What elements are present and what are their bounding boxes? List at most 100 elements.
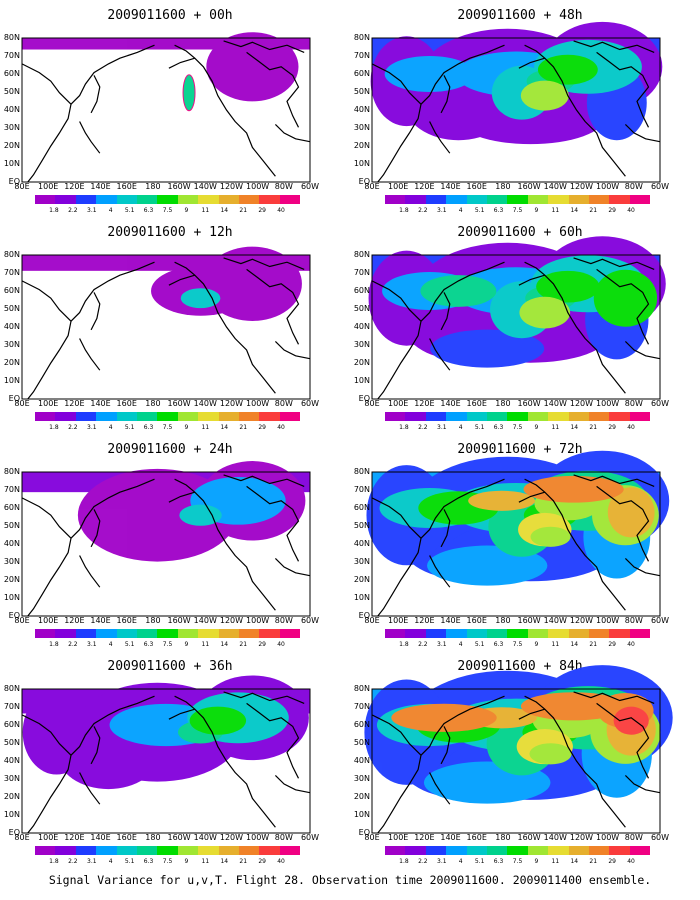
colorbar-swatch (527, 412, 549, 421)
panel-title: 2009011600 + 24h (107, 442, 233, 457)
colorbar-label: 14 (220, 424, 229, 431)
y-tick-label: 30N (3, 340, 20, 349)
colorbar-swatch (35, 629, 56, 638)
x-tick-label: 80E (14, 399, 30, 408)
colorbar-swatch (238, 412, 260, 421)
colorbar-label: 21 (589, 858, 598, 865)
variance-contour (523, 475, 624, 503)
colorbar-label: 7.5 (162, 641, 173, 648)
x-tick-label: 100W (246, 616, 270, 625)
colorbar-swatch (527, 629, 549, 638)
y-tick-label: 70N (353, 485, 370, 494)
x-tick-label: 100E (38, 182, 59, 191)
colorbar-label: 40 (277, 424, 285, 431)
variance-contour (391, 703, 497, 732)
figure-caption: Signal Variance for u,v,T. Flight 28. Ob… (48, 873, 652, 887)
coastline (524, 478, 626, 611)
variance-contour (537, 54, 598, 85)
forecast-panel: 2009011600 + 48h 80N 70N 60N 50N 40N 30N 20N 10N… (350, 0, 690, 215)
y-tick-label: EQ (358, 611, 370, 620)
x-tick-label: 160E (116, 616, 137, 625)
x-tick-label: 60W (650, 399, 670, 408)
colorbar-label: 1.8 (49, 641, 59, 648)
coastline (223, 691, 305, 704)
x-tick-label: 160E (116, 399, 137, 408)
y-tick-label: 50N (3, 87, 20, 96)
colorbar-swatch (198, 412, 219, 421)
y-tick-label: 50N (353, 87, 370, 96)
colorbar-label: 9 (184, 641, 189, 648)
panel-title: 2009011600 + 00h (107, 8, 233, 23)
coastline (90, 292, 101, 331)
colorbar-label: 21 (589, 424, 598, 431)
colorbar (385, 846, 651, 855)
colorbar-label: 21 (589, 641, 598, 648)
coastline (420, 695, 505, 756)
variance-contour (468, 490, 536, 511)
colorbar-label: 11 (551, 207, 560, 214)
coastline (21, 714, 72, 834)
coastline (90, 509, 101, 548)
x-tick-label: 160W (167, 182, 191, 191)
x-tick-label: 80W (624, 399, 643, 408)
colorbar-label: 29 (608, 207, 616, 214)
y-tick-label: 60N (353, 286, 370, 295)
y-tick-label: 10N (3, 593, 20, 602)
coastline (371, 280, 422, 400)
colorbar-label: 14 (220, 858, 229, 865)
colorbar-swatch (116, 846, 137, 855)
colorbar-label: 21 (589, 207, 598, 214)
colorbar-label: 2.2 (418, 424, 428, 431)
colorbar-swatch (157, 195, 178, 204)
variance-map (21, 246, 311, 400)
colorbar-swatch (116, 412, 137, 421)
y-tick-label: 20N (3, 792, 20, 801)
y-tick-label: 70N (3, 51, 20, 60)
colorbar-label: 7.5 (162, 858, 173, 865)
coastline (174, 478, 276, 611)
coastline (223, 474, 305, 487)
x-tick-label: 160E (466, 616, 487, 625)
colorbar-swatch (136, 846, 158, 855)
colorbar-label: 1.8 (399, 207, 409, 214)
coastline (21, 280, 72, 400)
coastline (168, 57, 195, 69)
colorbar-swatch (486, 629, 508, 638)
colorbar-label: 40 (627, 424, 635, 431)
colorbar-label: 11 (551, 641, 560, 648)
variance-contour (206, 32, 299, 102)
coastline (573, 474, 655, 487)
colorbar-swatch (259, 195, 280, 204)
colorbar-label: 3.1 (87, 207, 97, 214)
x-tick-label: 120W (219, 833, 244, 842)
colorbar-swatch (198, 629, 219, 638)
coastline (168, 491, 195, 503)
colorbar-swatch (405, 412, 426, 421)
coastline (79, 338, 101, 371)
colorbar-swatch (568, 629, 589, 638)
variance-contour (202, 246, 302, 321)
coastline (174, 44, 276, 177)
panel-title: 2009011600 + 36h (107, 659, 233, 674)
y-tick-label: 20N (353, 792, 370, 801)
x-tick-label: 100W (596, 616, 620, 625)
y-tick-label: 70N (3, 485, 20, 494)
coastline (573, 257, 655, 270)
colorbar-swatch (218, 195, 239, 204)
colorbar-label: 5.1 (474, 858, 485, 865)
colorbar-swatch (405, 629, 426, 638)
colorbar-labels: 1.8 2.2 3.1 4 5.1 6.3 7.5 9 11 14 21 29 40 (385, 207, 650, 215)
panel-title: 2009011600 + 84h (457, 659, 583, 674)
y-tick-label: 10N (3, 810, 20, 819)
x-tick-label: 60W (650, 833, 670, 842)
x-tick-label: 100W (246, 833, 270, 842)
panel-title: 2009011600 + 48h (457, 8, 583, 23)
colorbar-swatch (75, 629, 97, 638)
colorbar-label: 2.2 (418, 207, 428, 214)
y-tick-label: 10N (353, 593, 370, 602)
x-tick-label: 120W (219, 182, 244, 191)
x-tick-label: 80E (14, 833, 30, 842)
x-tick-label: 120E (414, 399, 435, 408)
x-tick-label: 140E (90, 182, 111, 191)
colorbar-swatch (466, 846, 487, 855)
